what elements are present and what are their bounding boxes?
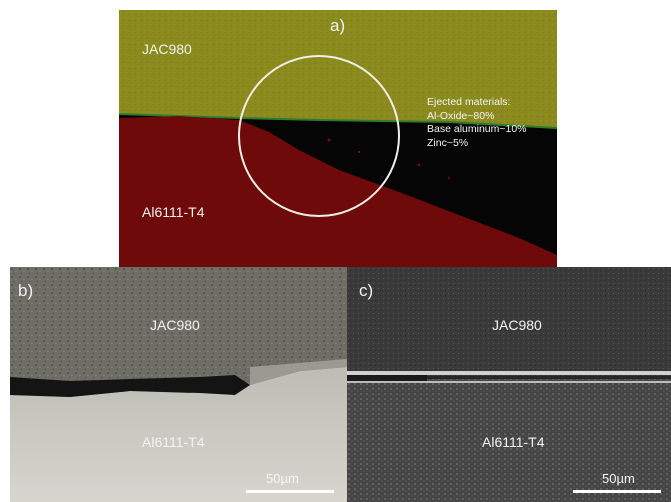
panel-c-scale-bar xyxy=(573,490,661,493)
panel-c-gap xyxy=(347,375,427,381)
annotation-line-2: Al-Oxide~80% xyxy=(427,109,495,122)
panel-a-eds-map: a) JAC980 Al6111-T4 Ejected materials: A… xyxy=(119,10,557,267)
panel-b-top-material: JAC980 xyxy=(150,317,200,333)
panel-c-letter: c) xyxy=(359,281,374,300)
panel-a-aluminum-region xyxy=(119,116,557,267)
panel-b-aluminum-region xyxy=(10,367,347,502)
panel-a-annotation: Ejected materials: Al-Oxide~80% Base alu… xyxy=(427,96,527,150)
panel-a-bottom-material: Al6111-T4 xyxy=(142,204,205,220)
panel-c-sem-micrograph: c) JAC980 Al6111-T4 50µm xyxy=(347,267,671,502)
panel-c-top-material: JAC980 xyxy=(492,317,542,333)
panel-a-steel-region xyxy=(119,10,557,128)
annotation-line-4: Zinc~5% xyxy=(427,136,469,149)
panel-b-scale-label: 50µm xyxy=(266,471,299,486)
panel-c-image xyxy=(347,267,671,502)
panel-a-top-material: JAC980 xyxy=(142,41,192,57)
panel-c-bottom-material: Al6111-T4 xyxy=(482,434,545,450)
panel-b-scale-bar xyxy=(246,490,334,493)
panel-b-gap xyxy=(10,375,250,397)
panel-c-aluminum-region xyxy=(347,379,671,502)
panel-b-letter: b) xyxy=(18,281,34,300)
panel-c-scale-label: 50µm xyxy=(602,471,635,486)
panel-a-letter: a) xyxy=(330,16,346,35)
annotation-line-3: Base aluminum~10% xyxy=(427,123,527,135)
panel-a-image xyxy=(119,10,557,267)
panel-a-highlight-circle xyxy=(238,55,400,217)
panel-b-bottom-material: Al6111-T4 xyxy=(142,434,205,450)
panel-b-optical-micrograph: b) JAC980 Al6111-T4 50µm xyxy=(10,267,347,502)
panel-b-image xyxy=(10,267,347,502)
annotation-line-1: Ejected materials: xyxy=(427,96,511,108)
